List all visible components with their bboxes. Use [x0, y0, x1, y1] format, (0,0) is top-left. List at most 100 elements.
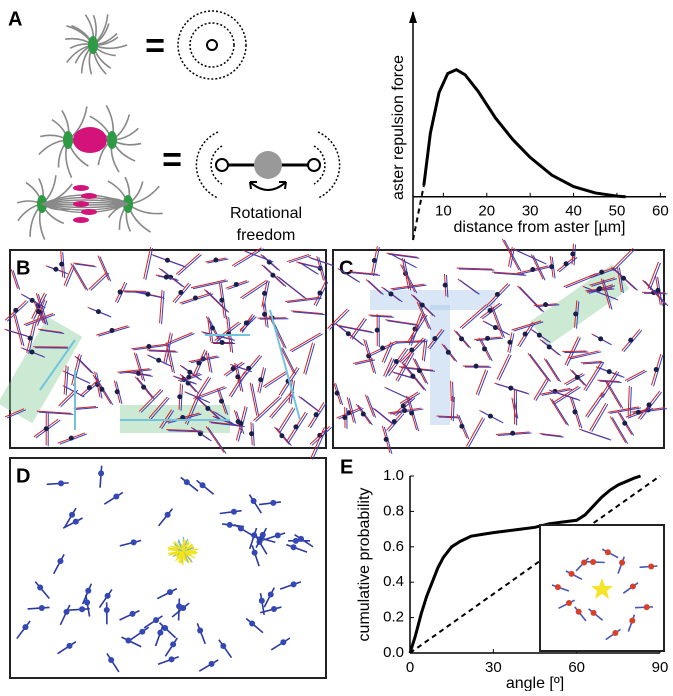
x-tick-label: 60 — [652, 203, 669, 220]
fiber — [603, 372, 619, 398]
dumbbell-end — [271, 606, 277, 612]
dumbbell-end — [157, 630, 163, 636]
dumbbell-end — [169, 656, 175, 662]
dumbbell-end — [184, 479, 190, 485]
body — [141, 385, 146, 390]
dumbbell — [107, 653, 119, 671]
panel-label: B — [16, 257, 30, 279]
body — [238, 421, 243, 426]
body — [488, 414, 493, 419]
x-axis-label: distance from aster [µm] — [454, 219, 626, 236]
body — [220, 340, 225, 345]
body — [59, 262, 64, 267]
fiber — [193, 281, 228, 289]
dumbbell-end — [630, 583, 636, 589]
dumbbell-end — [569, 571, 575, 577]
fiber — [256, 397, 282, 421]
equals-sign: = — [145, 27, 165, 65]
fiber — [374, 409, 394, 425]
body — [655, 288, 660, 293]
fiber — [528, 353, 549, 381]
body — [380, 345, 385, 350]
fiber — [290, 333, 321, 351]
dumbbell-end — [39, 605, 45, 611]
body — [564, 261, 569, 266]
fiber — [206, 290, 229, 312]
fiber — [191, 280, 226, 288]
nucleus — [73, 127, 107, 153]
fiber — [65, 372, 90, 384]
dumbbell-end — [197, 628, 203, 634]
dumbbell-end — [22, 624, 28, 630]
fiber — [365, 395, 373, 417]
aster-center — [207, 40, 217, 50]
body — [510, 431, 515, 436]
rotation-arrow — [250, 182, 286, 190]
dumbbell-end — [125, 637, 131, 643]
dumbbell-end — [113, 494, 119, 500]
fiber — [403, 265, 417, 293]
y-tick-label: 0.8 — [383, 502, 404, 519]
dumbbell — [181, 477, 198, 491]
fiber — [387, 253, 418, 257]
fiber — [565, 337, 578, 365]
aster-end — [308, 159, 320, 171]
dumbbell — [259, 502, 281, 505]
fiber — [551, 391, 580, 400]
rotation-label: Rotational — [230, 205, 302, 222]
dumbbell — [264, 588, 274, 608]
body — [219, 399, 224, 404]
body — [596, 287, 601, 292]
dumbbell — [54, 554, 64, 573]
dumbbell-end — [176, 603, 182, 609]
fiber — [263, 372, 286, 387]
body — [375, 328, 380, 333]
dumbbell-end — [58, 480, 64, 486]
dumbbell-end — [165, 512, 171, 518]
dumbbell — [58, 642, 76, 654]
dumbbell-end — [249, 620, 255, 626]
highlight — [0, 317, 82, 424]
body — [537, 333, 542, 338]
dumbbell-end — [260, 532, 266, 538]
fiber — [385, 320, 416, 325]
dumbbell-end — [259, 598, 265, 604]
fiber — [581, 430, 611, 440]
body — [258, 377, 263, 382]
fiber — [586, 363, 604, 391]
body — [53, 267, 58, 272]
fiber — [468, 419, 484, 448]
body — [110, 328, 115, 333]
fiber — [389, 254, 420, 258]
y-tick-label: 1.0 — [383, 467, 404, 484]
fiber — [134, 353, 142, 381]
y-axis-label: aster repulsion force — [390, 55, 407, 200]
body — [485, 336, 490, 341]
body — [187, 370, 192, 375]
dumbbell — [246, 618, 263, 632]
body — [572, 409, 577, 414]
body — [388, 291, 393, 296]
dumbbell — [271, 638, 290, 650]
body — [262, 291, 267, 296]
dumbbell — [252, 545, 259, 566]
dumbbell-end — [37, 585, 43, 591]
dumbbell-end — [104, 607, 110, 613]
dumbbell — [144, 616, 162, 628]
body — [474, 364, 479, 369]
y-tick-label: 0.2 — [383, 609, 404, 626]
dumbbell-end — [619, 560, 625, 566]
fiber — [279, 277, 307, 299]
body — [523, 332, 528, 337]
body — [30, 298, 35, 303]
body — [346, 331, 351, 336]
x-tick-label: 90 — [652, 659, 669, 676]
body — [647, 402, 652, 407]
x-tick-label: 0 — [406, 659, 414, 676]
body — [401, 403, 406, 408]
x-tick-label: 30 — [522, 203, 539, 220]
dumbbell-end — [227, 522, 233, 528]
dumbbell — [99, 589, 111, 607]
dumbbell-end — [79, 606, 85, 612]
fiber — [552, 386, 578, 403]
